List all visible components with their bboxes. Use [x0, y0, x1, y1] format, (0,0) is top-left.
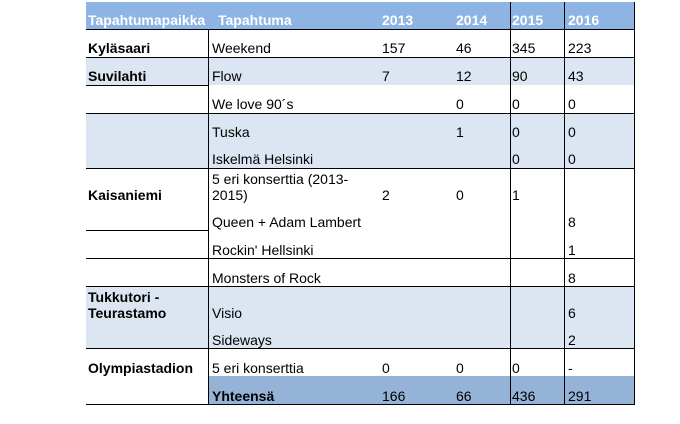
- cell-2016: 6: [568, 305, 576, 321]
- rule: [86, 29, 635, 30]
- cell-event: Monsters of Rock: [212, 270, 321, 286]
- header-2016: 2016: [568, 12, 600, 28]
- cell-2015: 1: [512, 187, 520, 203]
- total-row-bg: [208, 376, 635, 404]
- cell-2016: 0: [568, 151, 576, 167]
- cell-2016: 1: [568, 242, 576, 258]
- cell-location: Kaisaniemi: [88, 187, 162, 203]
- rule: [86, 57, 635, 58]
- cell-event: 5 eri konserttia (2013-2015): [212, 171, 349, 203]
- cell-2014: 0: [456, 96, 464, 112]
- header-2014: 2014: [456, 12, 488, 28]
- cell-2015: 0: [512, 360, 520, 376]
- rule: [86, 258, 635, 259]
- header-event: Tapahtuma: [218, 12, 292, 28]
- header-2013: 2013: [382, 12, 414, 28]
- rule: [634, 2, 635, 405]
- cell-location: Suvilahti: [88, 68, 147, 84]
- row-band-tuska-iskelma: [86, 113, 635, 168]
- cell-2016: 0: [568, 96, 576, 112]
- total-row-band-left: [86, 376, 208, 404]
- row-band-suvilahti: [86, 57, 635, 85]
- total-label: Yhteensä: [212, 388, 275, 404]
- cell-2014: 1: [456, 124, 464, 140]
- header-location: Tapahtumapaikka: [88, 12, 206, 28]
- cell-2016: 2: [568, 332, 576, 348]
- cell-event: Rockin' Hellsinki: [212, 242, 314, 258]
- rule: [86, 348, 635, 349]
- cell-event: Queen + Adam Lambert: [212, 214, 362, 230]
- total-2013: 166: [382, 388, 406, 404]
- rule: [86, 286, 635, 287]
- cell-2013: 157: [382, 40, 406, 56]
- cell-event: We love 90´s: [212, 96, 294, 112]
- cell-event: 5 eri konserttia: [212, 360, 304, 376]
- rule: [208, 29, 209, 405]
- cell-2014: 12: [456, 68, 472, 84]
- header-2015: 2015: [512, 12, 544, 28]
- cell-2016: 0: [568, 124, 576, 140]
- rule: [86, 113, 635, 114]
- cell-event: Tuska: [212, 124, 250, 140]
- cell-event: Visio: [212, 305, 243, 321]
- cell-2014: 46: [456, 40, 472, 56]
- cell-2014: 0: [456, 187, 464, 203]
- total-2016: 291: [568, 388, 592, 404]
- cell-2015: 90: [512, 68, 528, 84]
- cell-2016: 8: [568, 270, 576, 286]
- cell-location: Tukkutori - Teurastamo: [88, 289, 167, 321]
- cell-2015: 0: [512, 96, 520, 112]
- rule: [86, 230, 208, 231]
- cell-2013: 0: [382, 360, 390, 376]
- cell-2013: 7: [382, 68, 390, 84]
- total-2014: 66: [456, 388, 472, 404]
- cell-2015: 0: [512, 124, 520, 140]
- cell-location: Olympiastadion: [88, 360, 194, 376]
- cell-2015: 0: [512, 151, 520, 167]
- total-2015: 436: [512, 388, 536, 404]
- cell-2013: 2: [382, 187, 390, 203]
- cell-event: Iskelmä Helsinki: [212, 151, 314, 167]
- cell-2016: 43: [568, 68, 584, 84]
- rule: [564, 2, 565, 405]
- rule: [86, 85, 208, 86]
- cell-event: Flow: [212, 68, 242, 84]
- cell-location: Kyläsaari: [88, 40, 151, 56]
- cell-2015: 345: [512, 40, 536, 56]
- header-row-bg: [86, 2, 635, 29]
- rule: [86, 404, 635, 405]
- cell-2016: 8: [568, 214, 576, 230]
- rule: [86, 168, 635, 169]
- row-band-tukkutori: [86, 286, 635, 348]
- cell-2014: 0: [456, 360, 464, 376]
- cell-2016: -: [568, 360, 573, 376]
- cell-event: Weekend: [212, 40, 271, 56]
- rule: [510, 2, 511, 405]
- cell-2016: 223: [568, 40, 592, 56]
- cell-event: Sideways: [212, 332, 272, 348]
